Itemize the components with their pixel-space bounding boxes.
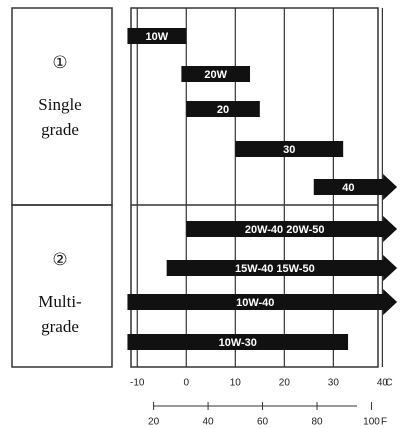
group-number: ② — [52, 250, 67, 269]
x2-tick-label: 80 — [311, 417, 323, 428]
x-tick-label: -10 — [130, 378, 145, 389]
range-bar — [127, 334, 349, 350]
bar-label: 40 — [342, 182, 354, 194]
range-bar — [166, 255, 398, 281]
x2-tick-label: 60 — [257, 417, 269, 428]
x-tick-label: 0 — [184, 378, 190, 389]
x-tick-label: 10 — [230, 378, 242, 389]
range-bar — [186, 216, 398, 242]
range-bar — [127, 289, 398, 315]
bar-label: 10W-40 — [236, 297, 274, 309]
group-label: grade — [41, 317, 79, 336]
group-box — [11, 204, 113, 368]
x2-tick-label: 40 — [203, 417, 215, 428]
bar-label: 15W-40 15W-50 — [235, 263, 315, 275]
x2-unit: F — [381, 417, 387, 428]
x-unit: C — [385, 378, 392, 389]
range-bar — [127, 28, 187, 44]
group-label: Single — [38, 95, 81, 114]
group-number: ① — [52, 53, 67, 72]
group-label: grade — [41, 120, 79, 139]
bar-label: 10W-30 — [219, 337, 257, 349]
bar-label: 10W — [146, 31, 169, 43]
range-bar — [235, 141, 344, 157]
range-bar — [181, 66, 251, 82]
x2-tick-label: 100 — [363, 417, 380, 428]
bar-label: 30 — [283, 144, 295, 156]
group-label: Multi- — [38, 292, 82, 311]
x-tick-label: 30 — [328, 378, 340, 389]
bar-label: 20 — [217, 104, 229, 116]
bar-label: 20W-40 20W-50 — [245, 224, 325, 236]
x-tick-label: 40 — [377, 378, 389, 389]
range-bar — [313, 174, 398, 200]
x-tick-label: 20 — [279, 378, 291, 389]
x2-tick-label: 20 — [148, 417, 160, 428]
bar-label: 20W — [204, 69, 227, 81]
range-bar — [186, 101, 260, 117]
